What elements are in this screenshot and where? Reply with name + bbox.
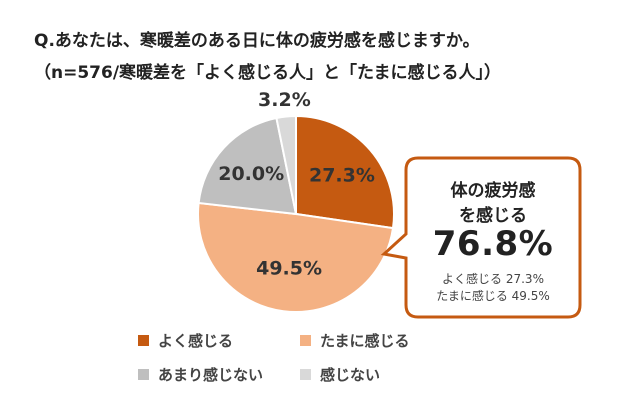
legend-swatch-never bbox=[300, 369, 311, 380]
callout-detail-sometimes: たまに感じる 49.5% bbox=[436, 289, 550, 303]
legend-swatch-often bbox=[138, 335, 149, 346]
pie-slice-sometimes bbox=[197, 201, 395, 313]
legend-swatch-sometimes bbox=[300, 335, 311, 346]
legend-item-sometimes: たまに感じる bbox=[300, 330, 410, 351]
pie-label-rarely: 20.0% bbox=[218, 163, 284, 185]
legend-label-never: 感じない bbox=[320, 366, 381, 384]
legend-label-often: よく感じる bbox=[158, 332, 234, 350]
legend-item-often: よく感じる bbox=[138, 330, 233, 351]
pie-label-often: 27.3% bbox=[309, 164, 375, 186]
pie-slice-rarely bbox=[197, 116, 298, 216]
pie-slice-never bbox=[275, 114, 297, 215]
callout-heading-line2: を感じる bbox=[459, 206, 527, 226]
callout-total: 76.8% bbox=[432, 224, 554, 264]
pie-label-never: 3.2% bbox=[258, 89, 311, 111]
pie-label-sometimes: 49.5% bbox=[256, 257, 322, 279]
legend-item-rarely: あまり感じない bbox=[138, 364, 263, 385]
callout-heading-line1: 体の疲労感 bbox=[450, 181, 536, 201]
question-subtitle: （n=576/寒暖差を「よく感じる人」と「たまに感じる人」） bbox=[34, 63, 502, 83]
legend-label-rarely: あまり感じない bbox=[158, 366, 264, 384]
legend-item-never: 感じない bbox=[300, 364, 380, 385]
pie-slice-often bbox=[295, 114, 395, 230]
legend-label-sometimes: たまに感じる bbox=[320, 332, 410, 350]
legend-swatch-rarely bbox=[138, 369, 149, 380]
callout-bubble bbox=[380, 156, 582, 319]
callout-detail-often: よく感じる 27.3% bbox=[442, 272, 544, 286]
question-title: Q.あなたは、寒暖差のある日に体の疲労感を感じますか。 bbox=[34, 31, 480, 51]
